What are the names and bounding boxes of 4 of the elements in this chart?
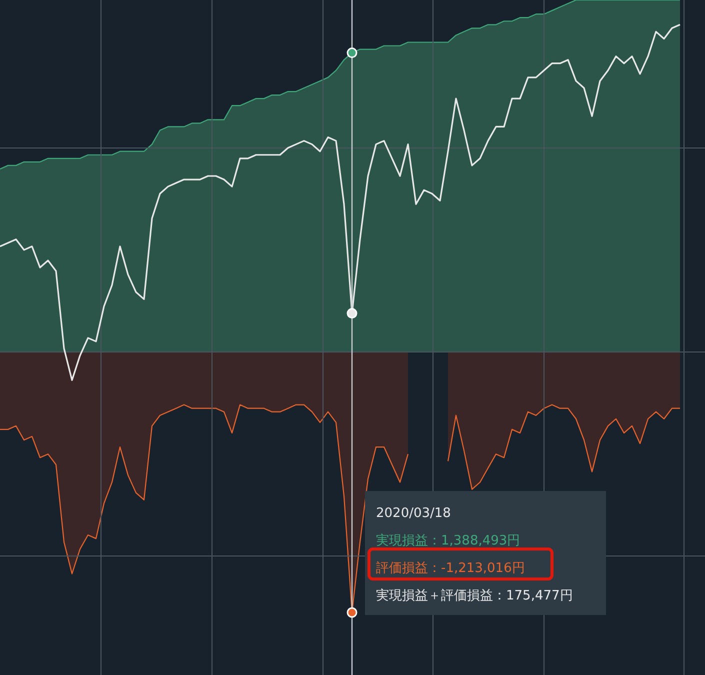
annotation: 評価損益：-1,213,016円 bbox=[376, 561, 525, 576]
annotation: 実現損益＋評価損益：175,477円 bbox=[376, 588, 573, 604]
annotation: 実現損益：1,388,493円 bbox=[376, 532, 520, 548]
annotation: 2020/03/18 bbox=[376, 506, 451, 521]
